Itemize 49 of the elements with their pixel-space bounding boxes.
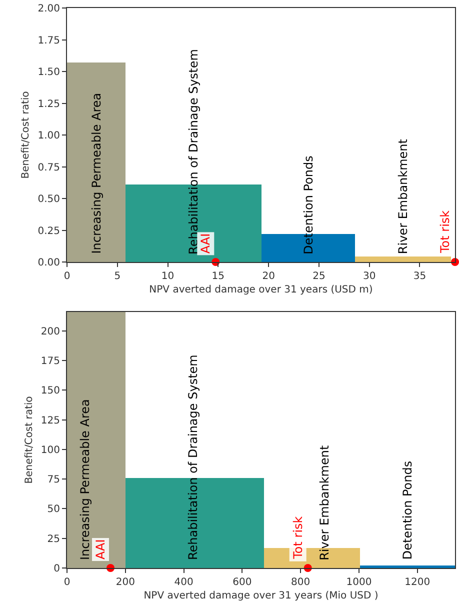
x-tick-label: 5 xyxy=(114,271,121,282)
y-tick-label: 100 xyxy=(40,444,60,456)
x-tick-label: 10 xyxy=(161,271,174,282)
y-axis-title: Benefit/Cost ratio xyxy=(24,396,35,484)
x-tick-label: 1200 xyxy=(404,577,430,588)
x-tick-label: 15 xyxy=(212,271,225,282)
y-tick-label: 0 xyxy=(54,564,60,574)
y-tick-label: 1.25 xyxy=(38,98,60,110)
annotation: Rehabilitation of Drainage System xyxy=(186,49,200,254)
y-axis-title: Benefit/Cost ratio xyxy=(20,91,32,179)
annotation: River Embankment xyxy=(317,445,332,560)
annotation: Increasing Permeable Area xyxy=(90,92,104,254)
text: AAI xyxy=(198,233,213,254)
annotation: River Embankment xyxy=(396,138,410,254)
x-tick-label: 400 xyxy=(174,577,194,588)
x-axis-title: NPV averted damage over 31 years (USD m) xyxy=(149,284,373,296)
x-tick-label: 20 xyxy=(262,271,275,282)
y-tick-label: 200 xyxy=(40,326,60,338)
annotation: Detention Ponds xyxy=(400,460,415,560)
y-tick-label: 75 xyxy=(47,474,60,486)
y-tick-label: 0.50 xyxy=(38,194,60,205)
x-tick-label: 800 xyxy=(291,577,310,588)
text: Tot risk xyxy=(438,210,452,254)
x-tick-label: 600 xyxy=(232,577,252,588)
x-tick-label: 25 xyxy=(312,271,326,282)
y-tick-label: 1.50 xyxy=(38,67,60,78)
x-tick-label: 35 xyxy=(413,271,426,282)
y-tick-label: 0.00 xyxy=(38,258,60,268)
y-tick-label: 1.00 xyxy=(38,130,60,142)
annotation: Increasing Permeable Area xyxy=(78,399,92,560)
x-tick-label: 1000 xyxy=(346,577,372,588)
x-tick-label: 0 xyxy=(64,271,70,282)
y-tick-label: 125 xyxy=(40,415,60,426)
y-tick-label: 175 xyxy=(40,356,60,368)
x-tick-label: 0 xyxy=(64,577,70,588)
y-tick-label: 50 xyxy=(47,504,60,516)
y-tick-label: 0.75 xyxy=(38,162,60,174)
x-tick-label: 30 xyxy=(362,271,376,282)
x-tick-label: 200 xyxy=(116,577,135,588)
y-tick-label: 150 xyxy=(40,386,60,397)
y-tick-label: 0.25 xyxy=(38,226,60,237)
text: AAI xyxy=(94,539,108,560)
y-tick-label: 2.00 xyxy=(38,4,60,14)
x-axis-title: NPV averted damage over 31 years (Mio USD ) xyxy=(144,590,378,602)
y-tick-label: 1.75 xyxy=(38,35,60,46)
annotation: Detention Ponds xyxy=(301,156,316,254)
y-tick-label: 25 xyxy=(47,534,60,545)
annotation: Rehabilitation of Drainage System xyxy=(186,354,200,560)
text: Tot risk xyxy=(290,516,305,560)
